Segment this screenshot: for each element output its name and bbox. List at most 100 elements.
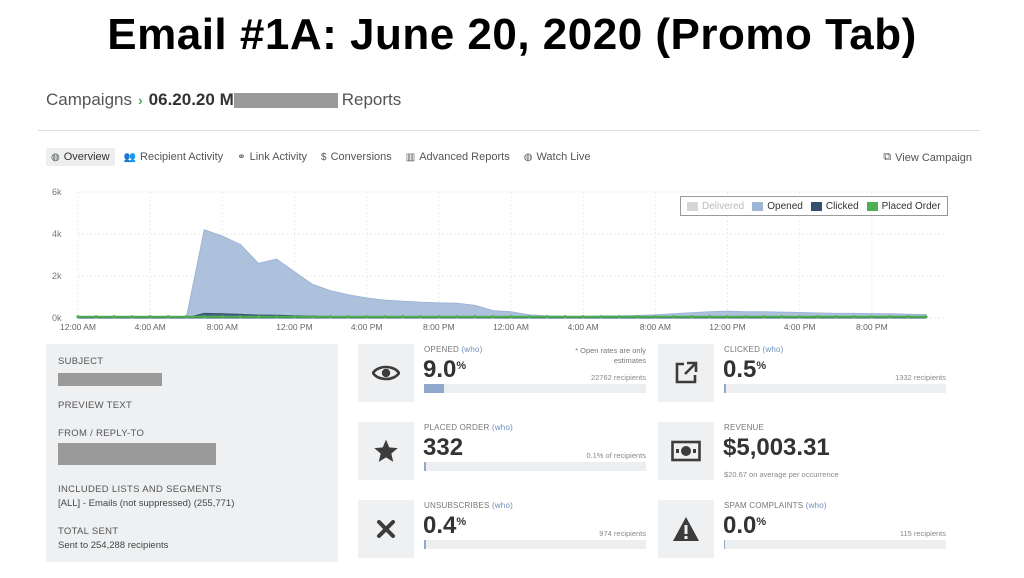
unsubscribes-progress	[424, 540, 646, 549]
lists-section: INCLUDED LISTS AND SEGMENTS [ALL] - Emai…	[58, 484, 234, 509]
who-link[interactable]: (who)	[805, 501, 827, 510]
tab-conversions[interactable]: $ Conversions	[316, 148, 397, 166]
series-placed-order-point	[761, 315, 766, 319]
legend-item-delivered[interactable]: Delivered	[687, 201, 744, 212]
progress-fill	[424, 462, 426, 471]
series-placed-order-point	[292, 315, 297, 319]
series-placed-order-point	[238, 315, 242, 319]
legend-label: Clicked	[825, 200, 859, 212]
legend-swatch	[687, 201, 698, 211]
series-placed-order-point	[707, 315, 712, 319]
tab-label: Recipient Activity	[140, 151, 224, 163]
unsubscribes-label: UNSUBSCRIBES (who)	[424, 501, 513, 510]
legend-label: Placed Order	[881, 200, 941, 212]
x-tick-label: 8:00 AM	[207, 322, 238, 330]
placed-order-value: 332	[423, 434, 464, 461]
report-panel: Campaigns › 06.20.20 M Reports ◍ Overvie…	[38, 76, 980, 574]
placed-order-label: PLACED ORDER (who)	[424, 423, 513, 432]
warning-icon	[658, 500, 714, 558]
who-link[interactable]: (who)	[491, 423, 513, 432]
tab-label: Overview	[63, 151, 110, 163]
series-placed-order-point	[419, 315, 423, 319]
series-placed-order-point	[689, 315, 694, 319]
placed-order-progress	[424, 462, 646, 471]
legend-swatch	[752, 201, 764, 211]
tab-advanced-reports[interactable]: ▥ Advanced Reports	[401, 148, 515, 166]
unsubscribes-card: UNSUBSCRIBES (who) 0.4% 974 recipients	[358, 500, 646, 566]
x-tick-label: 4:00 PM	[351, 322, 383, 330]
spam-complaints-progress	[724, 540, 946, 549]
series-placed-order-point	[671, 315, 675, 319]
view-campaign-link[interactable]: ⧉ View Campaign	[883, 151, 972, 164]
series-placed-order-point	[328, 315, 333, 319]
breadcrumb-campaigns[interactable]: Campaigns	[46, 90, 132, 109]
series-placed-order-point	[274, 315, 279, 319]
series-placed-order-point	[635, 315, 639, 319]
dollar-icon: $	[321, 151, 327, 163]
x-tick-label: 4:00 AM	[135, 322, 166, 330]
legend-label: Opened	[767, 200, 803, 212]
tab-watch-live[interactable]: ◍ Watch Live	[519, 148, 596, 166]
series-placed-order-point	[202, 315, 206, 319]
clicked-value: 0.5%	[723, 356, 767, 383]
clicked-label: CLICKED (who)	[724, 345, 784, 354]
series-placed-order-point	[256, 315, 261, 319]
progress-fill	[724, 384, 726, 393]
series-placed-order-point	[491, 315, 495, 319]
breadcrumb: Campaigns › 06.20.20 M Reports	[46, 90, 401, 110]
unsubscribes-recipients: 974 recipients	[599, 529, 646, 538]
from-section: FROM / REPLY-TO	[58, 428, 216, 470]
chart-legend: Delivered Opened Clicked Placed Order	[680, 196, 948, 216]
series-placed-order-point	[76, 315, 80, 319]
tab-link-activity[interactable]: ⚭ Link Activity	[232, 148, 312, 166]
eye-icon	[358, 344, 414, 402]
preview-label: PREVIEW TEXT	[58, 400, 133, 411]
redacted-subject	[58, 373, 162, 386]
legend-swatch	[810, 201, 822, 211]
opened-progress	[424, 384, 646, 393]
y-tick-label: 0k	[52, 313, 62, 323]
series-placed-order-point	[780, 315, 784, 319]
total-value: Sent to 254,288 recipients	[58, 540, 169, 551]
subject-label: SUBJECT	[58, 356, 104, 367]
tab-recipient-activity[interactable]: 👥 Recipient Activity	[119, 148, 229, 166]
activity-chart: 6k 4k 2k 0k 12:00 AM 4:00 AM 8:00 AM 12:00 PM 4:…	[38, 180, 980, 330]
legend-item-opened[interactable]: Opened	[752, 201, 803, 212]
revenue-average: $20.67 on average per occurrence	[724, 470, 839, 479]
legend-item-placed-order[interactable]: Placed Order	[866, 200, 941, 212]
x-tick-label: 12:00 PM	[709, 322, 745, 330]
unsubscribes-value: 0.4%	[423, 512, 467, 539]
who-link[interactable]: (who)	[461, 345, 483, 354]
who-link[interactable]: (who)	[762, 345, 784, 354]
opened-recipients: 22762 recipients	[590, 373, 646, 382]
series-placed-order-point	[545, 315, 549, 319]
legend-label: Delivered	[702, 200, 745, 212]
who-link[interactable]: (who)	[491, 501, 513, 510]
series-placed-order-point	[816, 315, 820, 319]
clicked-recipients: 1332 recipients	[895, 373, 946, 382]
series-placed-order-point	[725, 315, 730, 319]
x-tick-label: 8:00 AM	[640, 322, 671, 330]
x-tick-label: 4:00 AM	[568, 322, 599, 330]
series-placed-order-point	[473, 315, 477, 319]
opened-card: OPENED (who) * Open rates are only estim…	[358, 344, 646, 410]
lists-value: [ALL] - Emails (not suppressed) (255,771…	[58, 498, 235, 509]
y-tick-label: 6k	[52, 187, 62, 197]
series-placed-order-point	[924, 315, 928, 319]
tab-overview[interactable]: ◍ Overview	[46, 148, 115, 166]
external-link-icon	[658, 344, 714, 402]
series-placed-order-point	[599, 315, 603, 319]
preview-section: PREVIEW TEXT	[58, 400, 132, 411]
legend-item-clicked[interactable]: Clicked	[810, 200, 859, 212]
series-placed-order-point	[888, 315, 892, 319]
series-placed-order-point	[112, 315, 116, 319]
legend-swatch	[866, 201, 878, 211]
x-tick-label: 12:00 AM	[493, 322, 529, 330]
series-placed-order-point	[347, 315, 351, 319]
chevron-right-icon: ›	[138, 92, 143, 108]
x-tick-label: 4:00 PM	[784, 322, 816, 330]
breadcrumb-reports: Reports	[341, 90, 402, 109]
series-placed-order-point	[455, 315, 459, 319]
spam-complaints-label: SPAM COMPLAINTS (who)	[724, 501, 827, 510]
placed-order-percent: 0.1% of recipients	[586, 451, 646, 460]
